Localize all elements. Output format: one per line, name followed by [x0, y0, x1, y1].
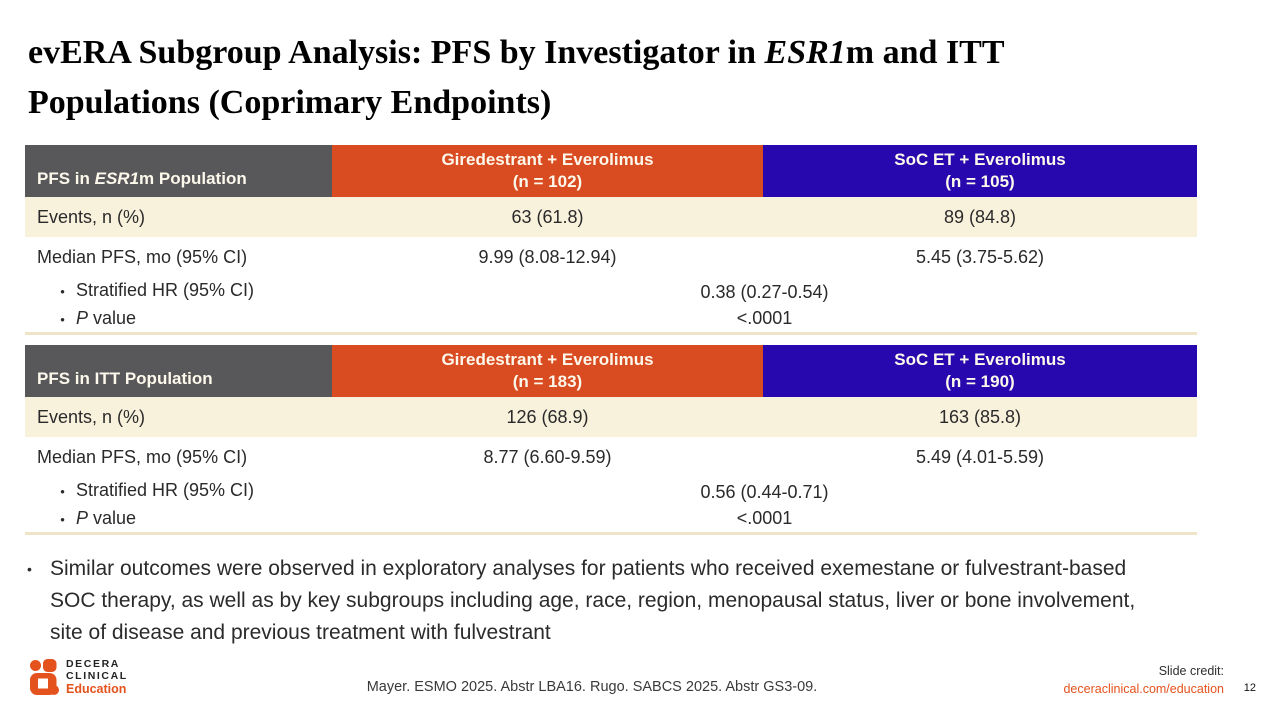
hr-label-text: Stratified HR (95% CI) [76, 480, 255, 500]
title-gene-italic: ESR1 [764, 34, 846, 71]
arm-n: (n = 105) [945, 172, 1015, 191]
bullet-icon: • [60, 284, 65, 299]
slide-credit-link[interactable]: deceraclinical.com/education [1063, 682, 1224, 696]
hr-pvalue-row: • Stratified HR (95% CI) • P value 0.38 (0… [25, 277, 1197, 332]
population-label-text: m Population [139, 169, 247, 188]
soc-column-header: SoC ET + Everolimus (n = 105) [763, 145, 1197, 197]
row-label: Median PFS, mo (95% CI) [37, 446, 248, 467]
row-label: • Stratified HR (95% CI) • P value [25, 477, 332, 533]
median-giredestrant-value: 9.99 (8.08-12.94) [478, 246, 617, 267]
hr-pvalue-merged-cell: 0.56 (0.44-0.71) <.0001 [332, 477, 1197, 533]
median-giredestrant-value: 8.77 (6.60-9.59) [483, 446, 612, 467]
hr-label-item: • Stratified HR (95% CI) [25, 477, 332, 505]
logo-line1: DECERA [66, 658, 120, 670]
slide-title-line1: evERA Subgroup Analysis: PFS by Investig… [28, 28, 1268, 78]
bullet-icon: • [60, 312, 65, 327]
esr1m-pfs-table: PFS in ESR1m Population Giredestrant + E… [25, 145, 1197, 335]
summary-bullet: • Similar outcomes were observed in expl… [27, 553, 1137, 649]
citation: Mayer. ESMO 2025. Abstr LBA16. Rugo. SAB… [366, 679, 818, 695]
bullet-icon: • [60, 484, 65, 499]
slide-credit-label: Slide credit: [1158, 664, 1224, 678]
row-label: • Stratified HR (95% CI) • P value [25, 277, 332, 333]
hr-label-item: • Stratified HR (95% CI) [25, 277, 332, 305]
median-soc-value: 5.49 (4.01-5.59) [915, 446, 1045, 467]
hr-label-text: Stratified HR (95% CI) [76, 280, 255, 300]
arm-n: (n = 183) [512, 372, 583, 391]
events-soc-value: 163 (85.8) [938, 406, 1022, 427]
slide-credit: Slide credit: deceraclinical.com/educati… [1063, 662, 1224, 698]
logo-line3: Education [66, 682, 127, 696]
row-label: Events, n (%) [37, 406, 146, 427]
events-soc-value: 89 (84.8) [943, 206, 1017, 227]
events-row: Events, n (%) 63 (61.8) 89 (84.8) [25, 197, 1197, 237]
giredestrant-column-header: Giredestrant + Everolimus (n = 183) [332, 345, 763, 397]
hr-value: 0.38 (0.27-0.54) [700, 282, 829, 302]
arm-name: Giredestrant + Everolimus [441, 350, 654, 369]
logo-line2: CLINICAL [66, 670, 128, 682]
decera-logo: DECERA CLINICAL Education [30, 658, 128, 696]
pvalue-label-rest: value [88, 508, 137, 528]
giredestrant-column-header: Giredestrant + Everolimus (n = 102) [332, 145, 763, 197]
arm-name: SoC ET + Everolimus [894, 350, 1066, 369]
median-pfs-row: Median PFS, mo (95% CI) 8.77 (6.60-9.59)… [25, 437, 1197, 477]
events-giredestrant-value: 63 (61.8) [511, 206, 584, 227]
arm-name: SoC ET + Everolimus [894, 150, 1066, 169]
pvalue-label-text: P value [76, 505, 136, 531]
soc-column-header: SoC ET + Everolimus (n = 190) [763, 345, 1197, 397]
events-row: Events, n (%) 126 (68.9) 163 (85.8) [25, 397, 1197, 437]
hr-value: 0.56 (0.44-0.71) [700, 482, 829, 502]
p-italic: P [76, 308, 89, 328]
pvalue-label-text: P value [76, 305, 136, 331]
median-pfs-row: Median PFS, mo (95% CI) 9.99 (8.08-12.94… [25, 237, 1197, 277]
p-italic: P [76, 508, 89, 528]
title-text: m and ITT [845, 34, 1005, 71]
arm-name: Giredestrant + Everolimus [441, 150, 654, 169]
bullet-icon: • [27, 561, 32, 577]
pvalue-label-item: • P value [25, 505, 332, 533]
results-tables: PFS in ESR1m Population Giredestrant + E… [25, 145, 1197, 545]
hr-pvalue-row: • Stratified HR (95% CI) • P value 0.56 (0… [25, 477, 1197, 532]
population-header-cell: PFS in ESR1m Population [25, 145, 332, 197]
page-number: 12 [1243, 682, 1256, 694]
slide-title: evERA Subgroup Analysis: PFS by Investig… [28, 28, 1268, 128]
arm-n: (n = 190) [945, 372, 1015, 391]
slide-title-line2: Populations (Coprimary Endpoints) [28, 78, 1268, 128]
population-label: PFS in ESR1m Population [37, 168, 247, 190]
table-header-row: PFS in ITT Population Giredestrant + Eve… [25, 345, 1197, 397]
arm-n: (n = 102) [512, 172, 583, 191]
bullet-icon: • [60, 512, 65, 527]
median-soc-value: 5.45 (3.75-5.62) [915, 246, 1045, 267]
table-header-row: PFS in ESR1m Population Giredestrant + E… [25, 145, 1197, 197]
decera-logo-icon [30, 659, 59, 695]
population-label-text: PFS in ITT Population [37, 369, 213, 388]
pvalue-label-rest: value [88, 308, 137, 328]
title-text: Populations (Coprimary Endpoints) [28, 84, 552, 121]
p-value: <.0001 [736, 508, 793, 528]
events-giredestrant-value: 126 (68.9) [506, 406, 589, 427]
title-text: evERA Subgroup Analysis: PFS by Investig… [28, 34, 765, 71]
row-label: Events, n (%) [37, 206, 146, 227]
itt-pfs-table: PFS in ITT Population Giredestrant + Eve… [25, 345, 1197, 535]
pvalue-label-item: • P value [25, 305, 332, 333]
hr-pvalue-merged-cell: 0.38 (0.27-0.54) <.0001 [332, 277, 1197, 333]
population-label-text: PFS in [37, 169, 95, 188]
p-value: <.0001 [736, 308, 793, 328]
row-label: Median PFS, mo (95% CI) [37, 246, 248, 267]
population-gene-italic: ESR1 [94, 169, 140, 188]
population-header-cell: PFS in ITT Population [25, 345, 332, 397]
logo-wordmark: DECERA CLINICAL Education [66, 658, 128, 696]
population-label: PFS in ITT Population [37, 368, 213, 390]
summary-text: Similar outcomes were observed in explor… [50, 557, 1136, 644]
